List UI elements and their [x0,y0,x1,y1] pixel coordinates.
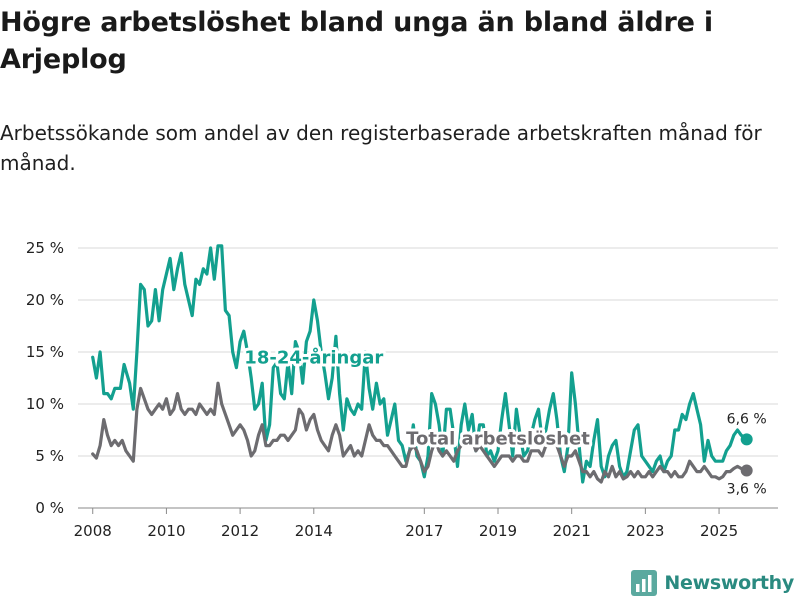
series-label: Total arbetslöshet [406,429,590,450]
x-tick-label: 2023 [626,522,664,540]
x-tick-label: 2025 [700,522,738,540]
x-tick-label: 2017 [405,522,443,540]
x-tick-label: 2008 [74,522,112,540]
endpoint-value-label: 3,6 % [727,482,767,498]
series-label: 18-24-åringar [244,346,383,368]
x-tick-label: 2012 [221,522,259,540]
x-tick-label: 2010 [147,522,185,540]
chart-title: Högre arbetslöshet bland unga än bland ä… [0,7,713,75]
bar-chart-icon [631,570,658,596]
y-tick-label: 10 % [26,395,64,413]
x-tick-label: 2019 [479,522,517,540]
series-endpoints: 6,6 % 3,6 % [727,411,767,497]
y-axis-ticks: 0 % 5 % 10 % 15 % 20 % 25 % [26,239,64,517]
y-tick-label: 0 % [35,499,64,517]
x-axis-ticks: 2008 2010 2012 2014 2017 2019 2021 2023 2025 [74,508,738,540]
chart-subtitle: Arbetssökande som andel av den registerb… [0,121,762,175]
y-tick-label: 5 % [35,447,64,465]
series-line-total [91,381,749,484]
y-tick-label: 20 % [26,291,64,309]
endpoint-marker [740,464,753,477]
endpoint-marker [740,433,753,446]
series-lines [91,244,749,484]
brand-name: Newsworthy [664,572,794,594]
x-tick-label: 2021 [553,522,591,540]
series-labels: 18-24-åringar Total arbetslöshet [241,343,593,452]
y-tick-label: 15 % [26,343,64,361]
y-tick-label: 25 % [26,239,64,257]
endpoint-value-label: 6,6 % [727,411,767,427]
x-tick-label: 2014 [295,522,333,540]
newsworthy-logo: Newsworthy [631,569,794,597]
